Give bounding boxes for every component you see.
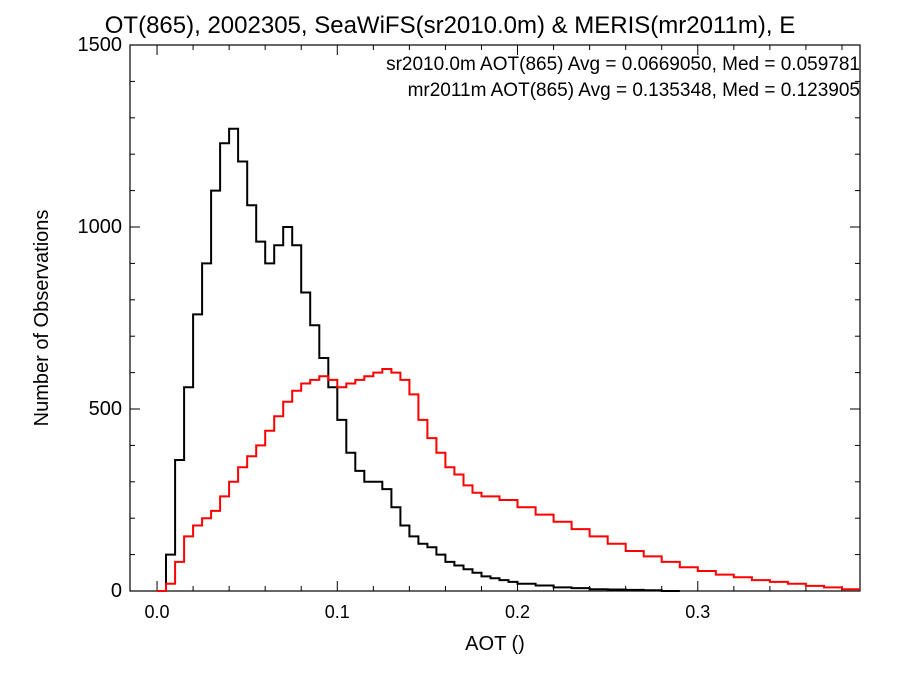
x-tick-label: 0.3 [685, 602, 710, 622]
chart-title: OT(865), 2002305, SeaWiFS(sr2010.0m) & M… [105, 12, 795, 39]
y-axis-label: Number of Observations [31, 210, 53, 427]
y-tick-label: 500 [89, 398, 122, 420]
x-axis-label: AOT () [465, 633, 525, 655]
plot-frame [129, 44, 861, 592]
x-tick-label: 0.0 [145, 602, 170, 622]
legend-entry-mr2011: mr2011m AOT(865) Avg = 0.135348, Med = 0… [408, 80, 860, 101]
series-line-0 [157, 127, 680, 592]
legend-entry-sr2010: sr2010.0m AOT(865) Avg = 0.0669050, Med … [386, 54, 860, 75]
series-line-1 [157, 368, 860, 592]
series-layer [157, 127, 860, 592]
y-tick-label: 1000 [78, 216, 123, 238]
axis-ticks: 0.0 0.1 0.2 0.3 0 500 1000 1500 [78, 34, 860, 622]
x-tick-label: 0.1 [325, 602, 350, 622]
x-tick-label: 0.2 [505, 602, 530, 622]
y-tick-label: 1500 [78, 34, 123, 56]
y-tick-label: 0 [111, 580, 122, 602]
